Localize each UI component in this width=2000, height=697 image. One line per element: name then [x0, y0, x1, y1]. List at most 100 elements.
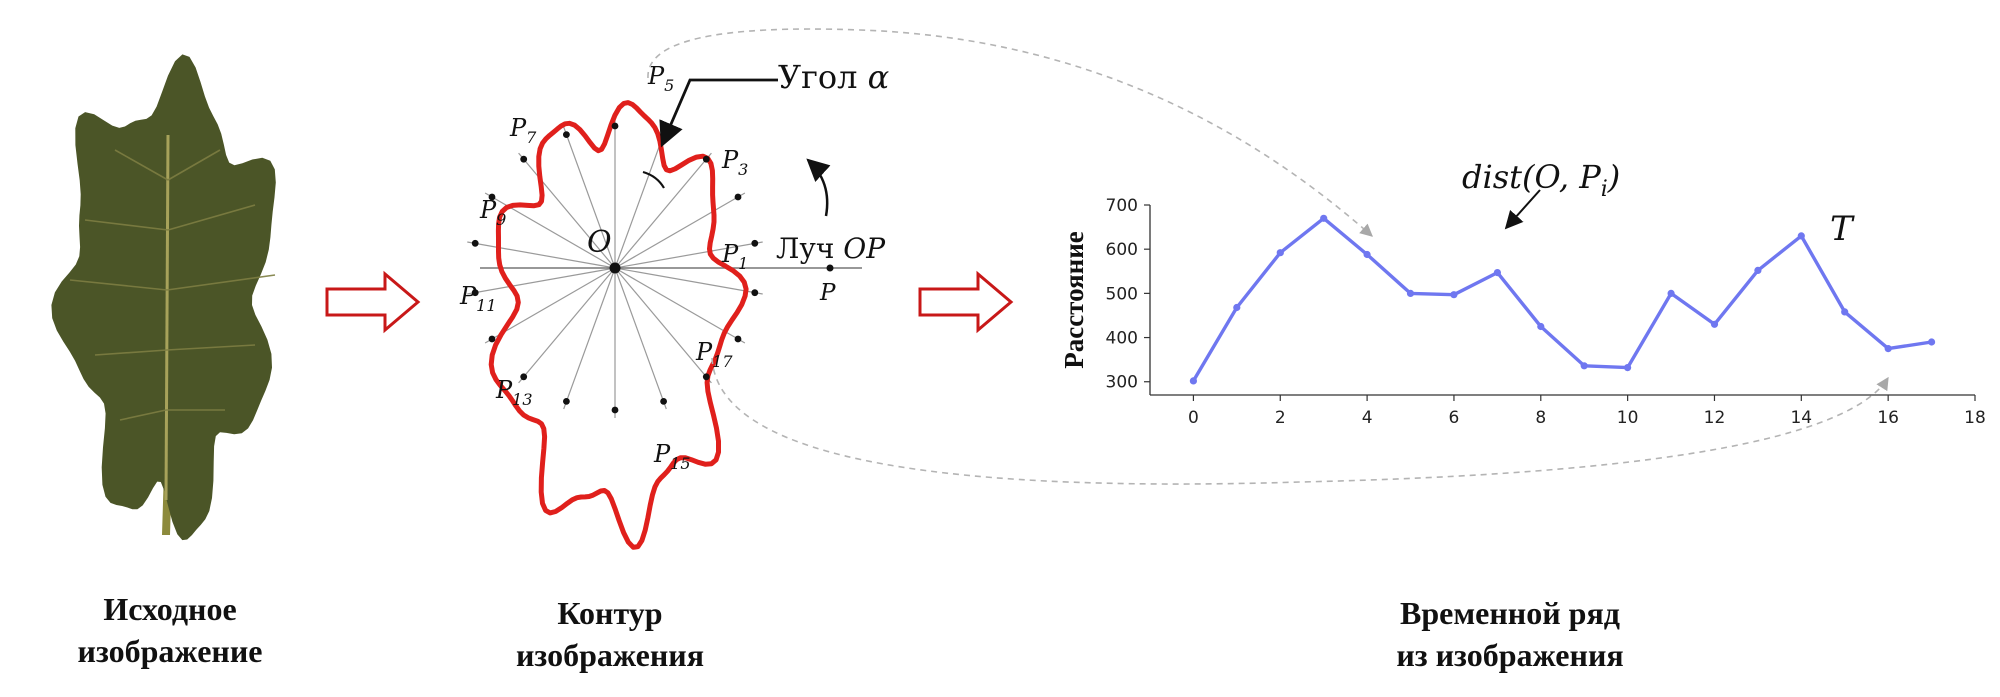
contour-point — [734, 335, 742, 343]
point-label: P7 — [509, 114, 537, 147]
data-point — [1537, 322, 1545, 331]
ray — [563, 126, 616, 269]
data-point — [1363, 250, 1371, 259]
angle-pointer — [659, 78, 778, 148]
x-tick-label: 16 — [1877, 408, 1899, 428]
contour-point — [520, 155, 528, 163]
data-point — [1406, 289, 1415, 297]
point-label: P3 — [721, 146, 748, 179]
x-tick-label: 10 — [1617, 408, 1639, 428]
point-label: P5 — [647, 62, 674, 95]
flow-arrow-1 — [325, 270, 421, 334]
y-axis-label: Расстояние — [1059, 231, 1089, 369]
point-label: P15 — [653, 440, 691, 473]
point-label: P11 — [459, 282, 497, 315]
series-symbol: T — [1830, 209, 1855, 249]
y-tick-label: 500 — [1106, 284, 1138, 304]
connector-p5-to-chart — [647, 28, 1373, 237]
contour-point — [563, 398, 570, 405]
origin-label: O — [587, 225, 612, 260]
leaf-contour — [488, 100, 749, 550]
data-point — [1841, 308, 1849, 316]
y-ticks: 300 400 500 600 700 — [1106, 196, 1150, 393]
ray — [467, 241, 616, 269]
ray-lines — [467, 118, 763, 418]
contour-panel: Угол α O Луч OP P P1 P3 P5 P7 P9 P11 P13 P15 P17 — [459, 58, 889, 550]
y-tick-label: 600 — [1106, 240, 1138, 260]
rotation-arrow — [806, 158, 831, 217]
data-point — [1884, 345, 1892, 353]
x-tick-label: 6 — [1449, 408, 1460, 428]
ray — [467, 267, 616, 295]
data-point — [1580, 362, 1588, 370]
dist-pointer — [1504, 189, 1541, 230]
data-point — [1754, 266, 1762, 274]
contour-point — [471, 239, 479, 247]
ray-end-label: P — [819, 280, 836, 306]
point-label: P1 — [721, 240, 748, 273]
x-tick-label: 0 — [1188, 408, 1199, 428]
ray — [563, 267, 616, 410]
contour-point — [520, 373, 528, 381]
contour-point — [611, 122, 619, 130]
data-point — [1276, 249, 1284, 257]
contour-point — [471, 289, 479, 297]
contour-point — [702, 155, 710, 163]
contour-point — [751, 239, 759, 247]
flow-arrow-2 — [918, 270, 1014, 334]
angle-arc — [642, 170, 665, 189]
caption-contour: Контур изображения — [515, 595, 705, 673]
x-ticks: 0 2 4 6 8 10 12 14 16 18 — [1188, 395, 1986, 428]
data-point — [1928, 338, 1936, 346]
oak-leaf-image — [51, 54, 276, 541]
data-point — [1624, 364, 1632, 372]
x-tick-label: 12 — [1704, 408, 1726, 428]
x-tick-label: 8 — [1535, 408, 1546, 428]
dist-label: dist(O, Pi) — [1462, 158, 1620, 202]
ray — [614, 192, 746, 269]
y-tick-label: 700 — [1106, 196, 1138, 216]
contour-point — [488, 193, 496, 201]
ray — [518, 152, 616, 269]
ray — [518, 267, 616, 384]
data-point — [1450, 291, 1458, 299]
data-point — [1493, 269, 1501, 277]
data-point — [1189, 377, 1197, 385]
data-point — [1710, 320, 1719, 328]
x-tick-label: 2 — [1275, 408, 1286, 428]
point-label: P13 — [495, 376, 533, 409]
ray — [614, 267, 712, 384]
ray — [614, 267, 667, 410]
leaf-midrib — [164, 134, 170, 501]
y-tick-label: 300 — [1106, 373, 1138, 393]
time-series-chart: Расстояние 300 400 500 600 700 0 2 4 6 8 10 12 14 16… — [1059, 158, 1986, 428]
connector-p17-to-chart — [711, 357, 1889, 485]
ray-end-point — [826, 264, 834, 272]
series-points — [1189, 214, 1936, 385]
caption-source-image: Исходное изображение — [77, 591, 263, 669]
data-point — [1797, 232, 1805, 240]
contour-point — [702, 373, 710, 381]
x-tick-label: 14 — [1790, 408, 1812, 428]
leaf-blade — [51, 54, 276, 541]
point-label: P9 — [479, 196, 506, 229]
angle-label: Угол α — [778, 58, 889, 96]
ray — [614, 267, 763, 295]
x-tick-label: 18 — [1964, 408, 1986, 428]
point-labels: P1 P3 P5 P7 P9 P11 P13 P15 P17 — [459, 62, 748, 473]
contour-point — [660, 398, 667, 405]
series-line — [1191, 216, 1932, 382]
ray — [614, 126, 667, 269]
contour-point — [734, 193, 742, 201]
contour-point — [611, 406, 619, 414]
contour-point — [488, 335, 496, 343]
data-point — [1667, 289, 1675, 297]
caption-time-series: Временной ряд из изображения — [1396, 595, 1624, 673]
data-point — [1320, 214, 1328, 222]
x-tick-label: 4 — [1362, 408, 1373, 428]
y-tick-label: 400 — [1106, 329, 1138, 349]
ray — [614, 241, 763, 269]
data-point — [1233, 303, 1241, 312]
origin-point — [609, 262, 621, 274]
